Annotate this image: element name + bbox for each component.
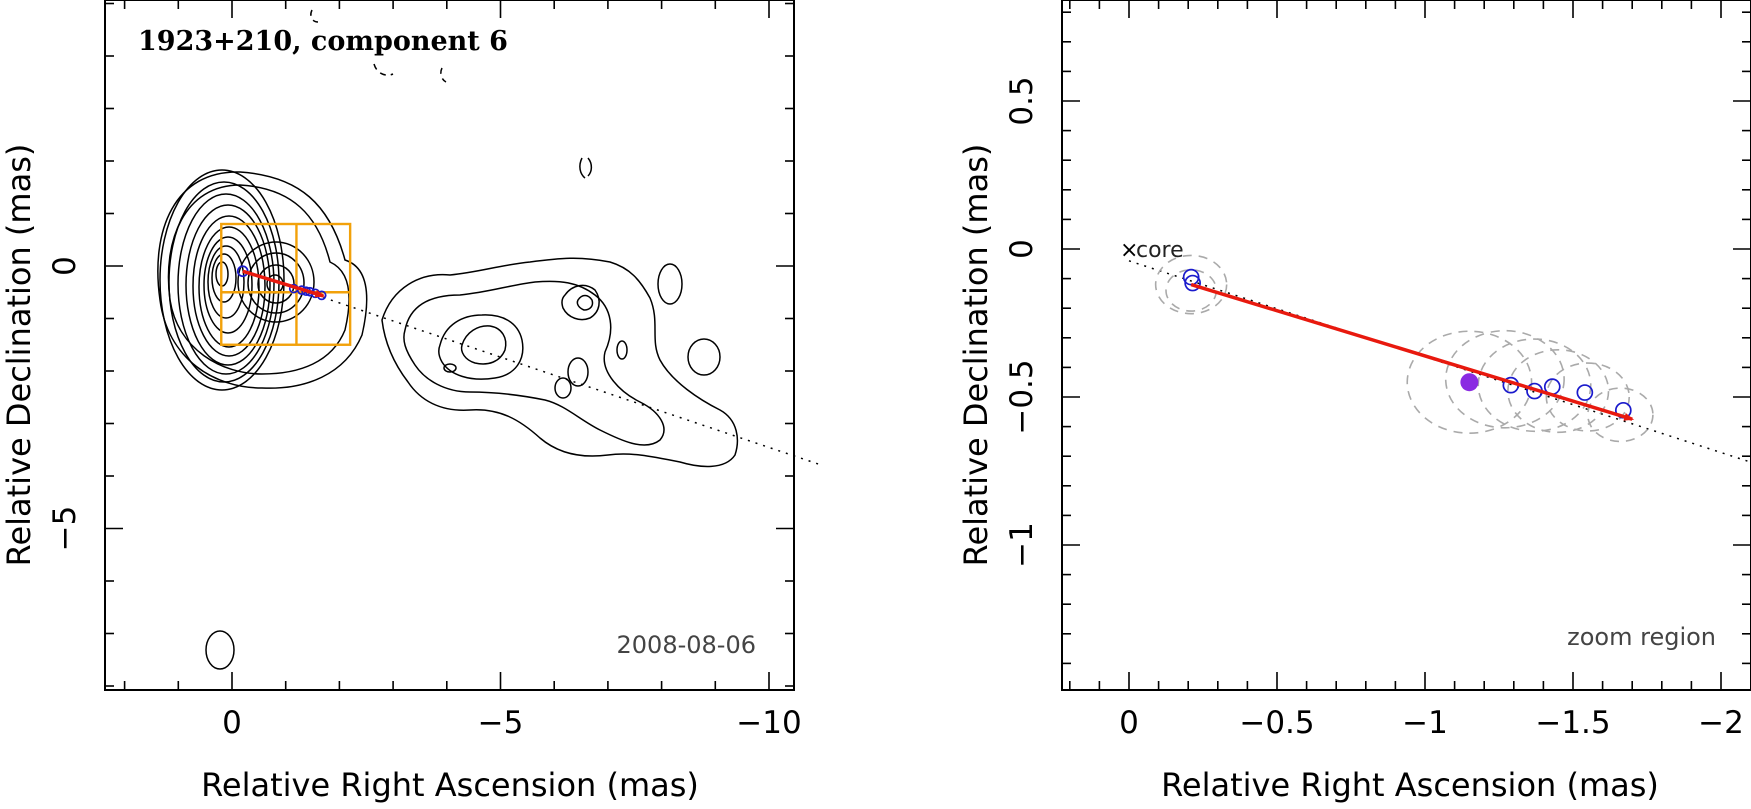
left-trajectory-line — [323, 296, 823, 467]
left-y-tick-label: 0 — [47, 256, 83, 276]
component-position-marker — [1184, 274, 1201, 292]
core-label: core — [1136, 238, 1184, 263]
right-plot-frame — [1061, 0, 1751, 691]
left-x-tick-label: −10 — [736, 705, 801, 741]
component-position-marker — [1576, 384, 1594, 401]
left-motion-vector — [242, 269, 326, 298]
left-y-axis-label: Relative Declination (mas) — [0, 144, 38, 567]
right-ticks: 0 −0.5 −1 −1.5 −2 0.5 0 −0.5 −1 — [1004, 0, 1751, 741]
zoom-region-box — [220, 222, 352, 346]
zoom-region-label: zoom region — [1567, 623, 1716, 651]
left-date-label: 2008-08-06 — [617, 631, 756, 659]
right-y-tick-label: 0.5 — [1004, 76, 1040, 125]
highlighted-epoch-marker — [1460, 373, 1479, 392]
model-fit-circle — [1507, 349, 1610, 434]
right-trajectory-line — [1128, 260, 1751, 463]
right-x-tick-label: −1 — [1402, 705, 1448, 741]
right-x-tick-label: −2 — [1698, 705, 1744, 741]
right-motion-vector — [1190, 282, 1635, 421]
right-x-tick-label: −0.5 — [1239, 705, 1314, 741]
left-y-tick-label: −5 — [47, 506, 83, 552]
right-x-tick-label: 0 — [1119, 705, 1139, 741]
left-x-tick-label: 0 — [222, 705, 242, 741]
right-y-tick-label: 0 — [1004, 239, 1040, 259]
left-title: 1923+210, component 6 — [138, 26, 508, 57]
right-x-tick-label: −1.5 — [1535, 705, 1610, 741]
right-x-axis-label: Relative Right Ascension (mas) — [1161, 766, 1659, 804]
right-overlay: ×core — [1120, 238, 1751, 463]
left-contour-map — [157, 9, 739, 670]
right-y-axis-label: Relative Declination (mas) — [957, 144, 995, 567]
left-x-tick-label: −5 — [478, 705, 524, 741]
model-fit-circle — [1545, 362, 1631, 432]
right-y-tick-label: −1 — [1004, 522, 1040, 568]
right-y-tick-label: −0.5 — [1004, 359, 1040, 434]
left-overlay — [220, 222, 823, 467]
model-fit-circle — [1477, 338, 1592, 433]
model-fit-circle — [1406, 330, 1533, 434]
left-panel: 0 −5 −10 0 −5 — [0, 0, 823, 804]
right-panel: 0 −0.5 −1 −1.5 −2 0.5 0 −0.5 −1 ×core zoom regio… — [957, 0, 1751, 804]
left-ticks: 0 −5 −10 0 −5 — [47, 0, 802, 741]
model-fit-circle — [1586, 387, 1654, 443]
core-cross-marker: × — [1120, 238, 1138, 263]
model-fit-circle — [1154, 254, 1228, 315]
model-fit-circle — [1444, 329, 1565, 429]
left-x-axis-label: Relative Right Ascension (mas) — [201, 766, 699, 804]
left-plot-frame — [104, 0, 795, 691]
